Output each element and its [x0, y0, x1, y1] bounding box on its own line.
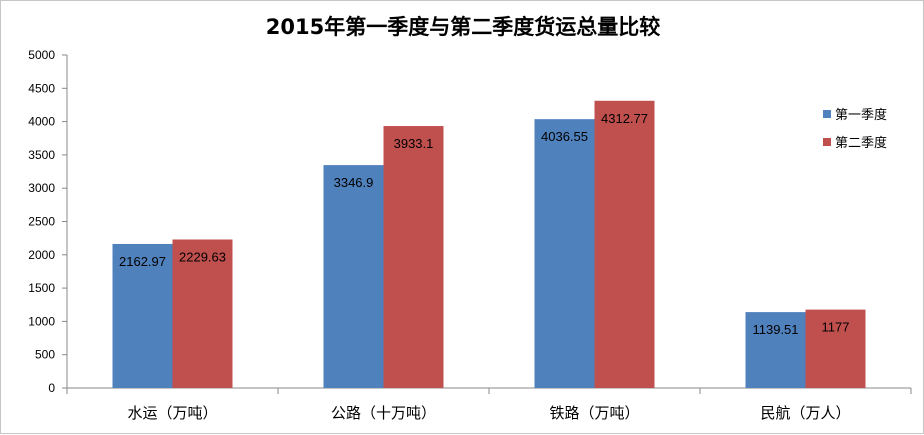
category-label: 水运（万吨） — [127, 404, 217, 422]
bar-q1 — [323, 165, 384, 388]
data-label: 1139.51 — [752, 322, 798, 337]
y-axis: 0 500 1000 1500 2000 2500 3000 3500 4000 4500 5000 — [28, 48, 68, 395]
y-tick-label: 4500 — [28, 81, 55, 95]
bar-q1 — [745, 312, 806, 388]
y-tick-label: 2500 — [28, 215, 55, 229]
data-label: 1177 — [822, 320, 850, 335]
bar-q2 — [805, 309, 866, 388]
legend-label: 第二季度 — [835, 135, 887, 151]
legend-swatch — [823, 110, 831, 118]
y-tick-label: 5000 — [28, 48, 55, 62]
x-axis: 水运（万吨） 公路（十万吨） 铁路（万吨） 民航（万人） — [66, 387, 912, 422]
data-label: 3346.9 — [334, 175, 374, 190]
y-tick-label: 3000 — [28, 181, 55, 195]
bar-q1 — [112, 243, 173, 388]
y-tick-label: 0 — [48, 381, 55, 395]
y-tick-label: 3500 — [28, 148, 55, 162]
category-label: 铁路（万吨） — [549, 404, 639, 422]
bar-q2 — [383, 126, 444, 388]
y-tick-label: 1500 — [28, 281, 55, 295]
data-label: 3933.1 — [394, 136, 434, 151]
data-label: 4036.55 — [541, 129, 588, 144]
category-label: 民航（万人） — [760, 404, 850, 422]
y-tick-label: 2000 — [28, 248, 55, 262]
bar-q2 — [594, 100, 655, 388]
data-label: 2162.97 — [119, 254, 166, 269]
data-label: 2229.63 — [179, 250, 226, 265]
y-tick-label: 500 — [35, 348, 55, 362]
category-label: 公路（十万吨） — [331, 404, 436, 422]
y-tick-label: 4000 — [28, 115, 55, 129]
legend-swatch — [823, 138, 831, 146]
y-tick-label: 1000 — [28, 314, 55, 328]
bar-q2 — [172, 239, 233, 388]
legend-label: 第一季度 — [835, 107, 887, 123]
chart-title: 2015年第一季度与第二季度货运总量比较 — [266, 15, 660, 39]
bar-series: 2162.97 3346.9 4036.55 1139.51 2229.63 3933.1… — [112, 100, 866, 388]
bar-q1 — [534, 119, 595, 388]
data-label: 4312.77 — [601, 111, 648, 126]
